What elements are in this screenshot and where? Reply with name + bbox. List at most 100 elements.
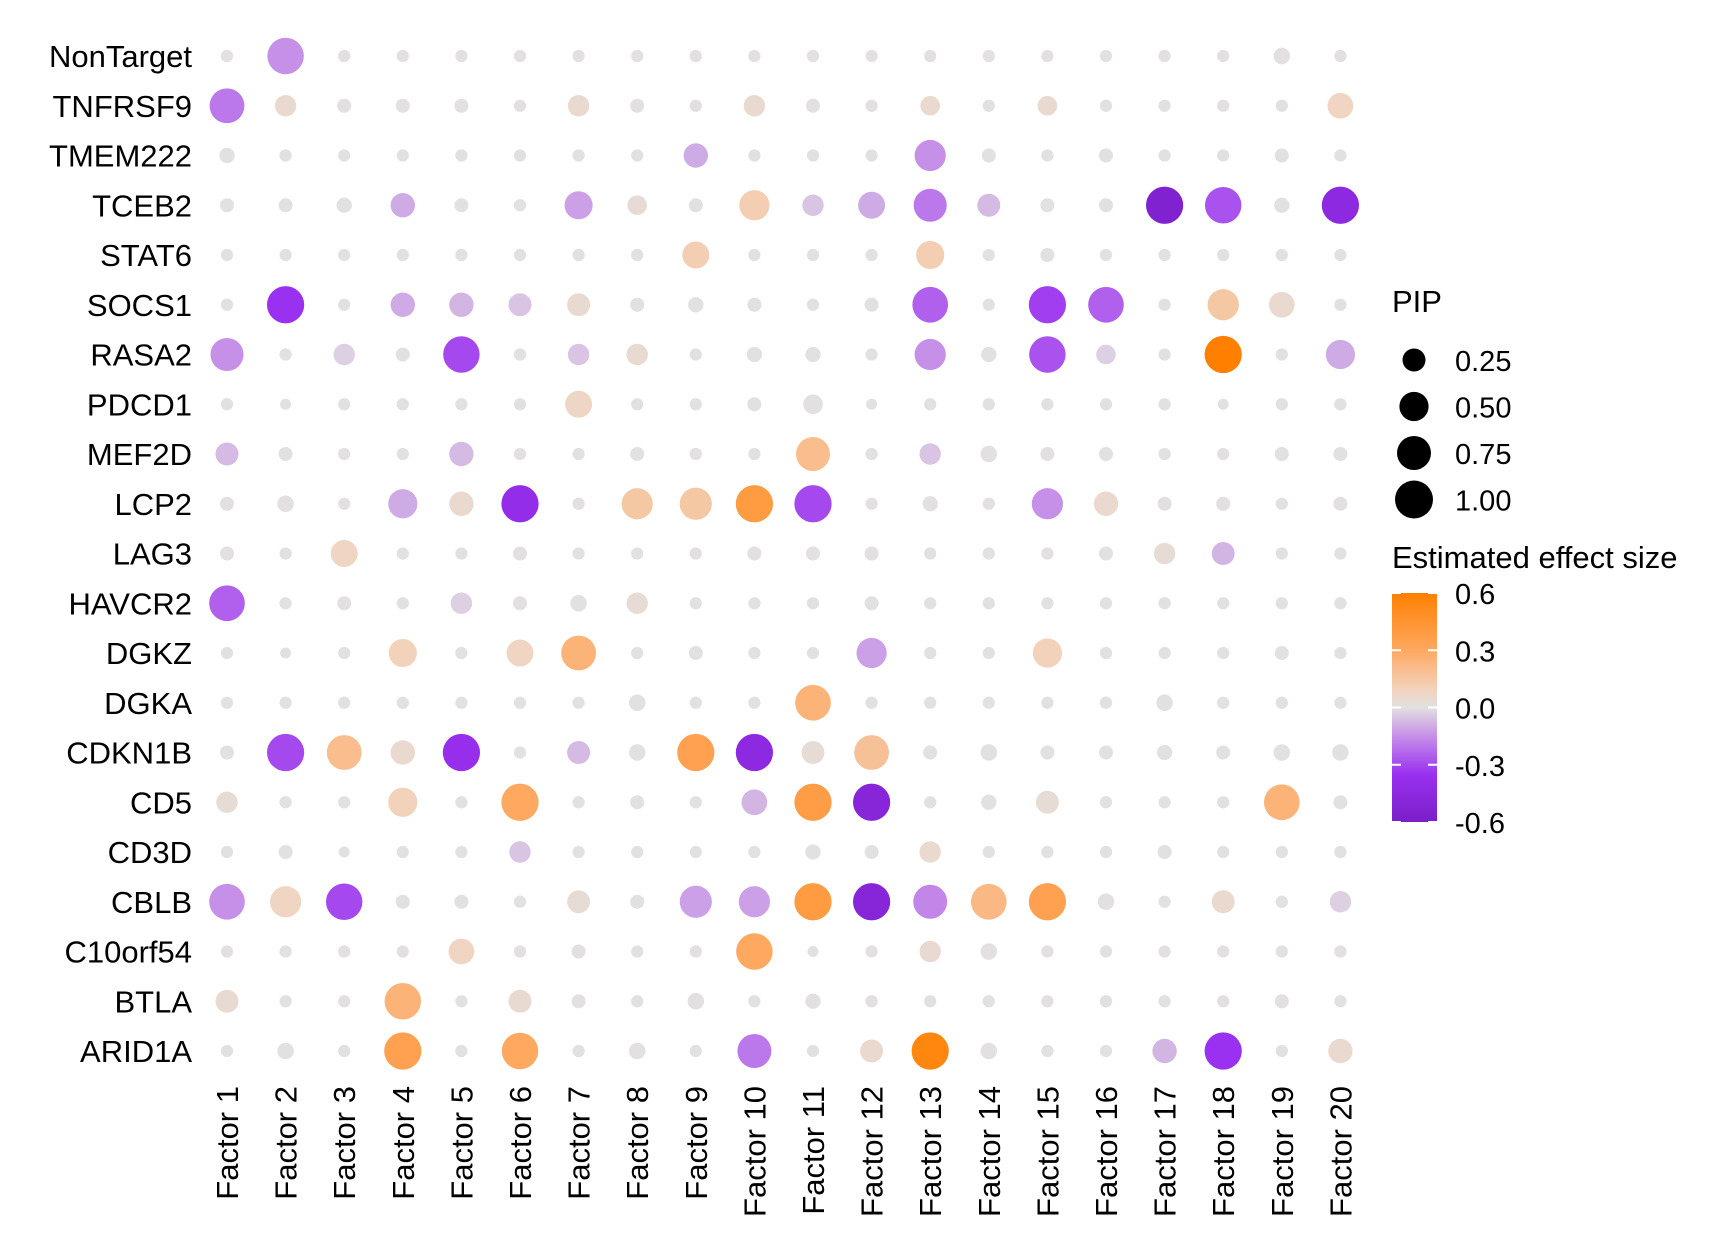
dot-cd5-factor-3 [338, 796, 351, 809]
dot-tnfrsf9-factor-4 [395, 98, 410, 113]
dot-tceb2-factor-9 [688, 198, 703, 213]
dot-cdkn1b-factor-10 [735, 733, 774, 772]
dot-arid1a-factor-13 [911, 1032, 949, 1070]
dot-c10orf54-factor-11 [807, 946, 819, 957]
x-tick-label: Factor 7 [562, 1086, 597, 1200]
dot-cblb-factor-12 [852, 883, 891, 921]
y-tick-label: CDKN1B [66, 736, 192, 771]
dot-cd3d-factor-12 [864, 845, 879, 859]
y-tick-label: STAT6 [100, 238, 192, 273]
dot-dgka-factor-4 [396, 696, 409, 709]
dot-lag3-factor-6 [513, 546, 527, 561]
dot-rasa2-factor-11 [805, 346, 821, 363]
dot-rasa2-factor-1 [210, 337, 244, 372]
dot-stat6-factor-6 [513, 248, 527, 262]
dot-tnfrsf9-factor-15 [1037, 95, 1058, 116]
dot-dgka-factor-18 [1217, 696, 1230, 709]
dot-arid1a-factor-16 [1099, 1044, 1113, 1058]
pip-legend-key [1402, 348, 1426, 372]
dot-havcr2-factor-1 [209, 585, 245, 622]
dot-havcr2-factor-2 [279, 597, 292, 610]
dot-rasa2-factor-14 [981, 346, 997, 363]
dot-pdcd1-factor-2 [280, 398, 292, 410]
dot-c10orf54-factor-1 [220, 945, 234, 958]
dot-cblb-factor-1 [209, 883, 245, 920]
x-tick-label: Factor 10 [737, 1086, 772, 1217]
x-tick-label: Factor 4 [386, 1086, 421, 1200]
dot-dgka-factor-16 [1099, 696, 1113, 709]
dot-arid1a-factor-14 [980, 1042, 998, 1060]
dot-lag3-factor-19 [1275, 547, 1288, 560]
dot-dgkz-factor-7 [561, 635, 597, 671]
dot-stat6-factor-3 [338, 248, 351, 262]
dot-cblb-factor-15 [1028, 883, 1067, 921]
dot-cd5-factor-18 [1217, 796, 1230, 809]
dot-rasa2-factor-7 [567, 343, 590, 366]
dot-lcp2-factor-6 [501, 485, 539, 523]
dot-havcr2-factor-15 [1041, 597, 1054, 610]
x-tick-label: Factor 17 [1148, 1086, 1183, 1217]
dot-lag3-factor-13 [924, 547, 937, 560]
dot-pdcd1-factor-14 [982, 398, 995, 411]
dot-dgkz-factor-6 [506, 639, 534, 667]
dot-cblb-factor-17 [1158, 895, 1171, 908]
dot-pdcd1-factor-11 [803, 394, 823, 415]
dot-cd3d-factor-13 [919, 841, 941, 863]
dot-cd3d-factor-19 [1275, 845, 1288, 859]
dot-stat6-factor-10 [748, 248, 761, 262]
dot-nontarget-factor-6 [513, 49, 527, 63]
dot-nontarget-factor-9 [689, 49, 702, 63]
x-tick-label: Factor 9 [679, 1086, 714, 1200]
dot-lcp2-factor-5 [449, 491, 474, 516]
dot-arid1a-factor-19 [1275, 1044, 1288, 1058]
y-tick-label: DGKZ [106, 636, 192, 671]
dot-c10orf54-factor-18 [1217, 945, 1230, 958]
dot-nontarget-factor-20 [1334, 49, 1347, 63]
x-tick-label: Factor 5 [444, 1086, 479, 1200]
effect-size-legend: Estimated effect size 0.6 0.3 0.0 -0.3 -0.6 [1392, 540, 1677, 840]
dot-pdcd1-factor-5 [455, 398, 468, 411]
dot-tmem222-factor-4 [396, 149, 409, 162]
dot-cd5-factor-1 [216, 791, 238, 813]
dot-cd3d-factor-1 [220, 845, 234, 859]
dot-cblb-factor-3 [325, 883, 363, 920]
dot-btla-factor-13 [924, 995, 937, 1008]
dot-lcp2-factor-17 [1157, 496, 1172, 511]
dot-dgkz-factor-18 [1217, 646, 1230, 660]
dot-mef2d-factor-19 [1274, 447, 1289, 461]
dot-lcp2-factor-18 [1216, 496, 1231, 511]
dot-arid1a-factor-17 [1152, 1038, 1177, 1064]
dot-lcp2-factor-8 [621, 488, 653, 520]
dot-havcr2-factor-6 [513, 596, 527, 611]
dot-rasa2-factor-6 [513, 348, 527, 361]
dot-tmem222-factor-2 [279, 149, 292, 162]
dot-mef2d-factor-5 [449, 441, 474, 467]
dot-stat6-factor-11 [806, 248, 820, 262]
dot-pdcd1-factor-17 [1158, 398, 1171, 411]
dot-lcp2-factor-3 [338, 497, 351, 510]
dot-btla-factor-10 [748, 995, 761, 1008]
dot-cblb-factor-4 [395, 894, 410, 909]
dot-cdkn1b-factor-12 [854, 735, 890, 770]
dot-rasa2-factor-5 [443, 336, 480, 373]
dot-cblb-factor-20 [1329, 891, 1352, 913]
dot-nontarget-factor-14 [982, 49, 995, 63]
dot-stat6-factor-7 [572, 248, 585, 262]
dot-tmem222-factor-14 [981, 148, 996, 163]
dot-pdcd1-factor-3 [338, 398, 351, 411]
dot-cdkn1b-factor-18 [1216, 745, 1231, 760]
dot-arid1a-factor-5 [455, 1044, 468, 1058]
dot-mef2d-factor-7 [572, 447, 585, 461]
dot-dgka-factor-15 [1041, 696, 1054, 709]
dot-dgkz-factor-5 [455, 646, 468, 660]
dot-cblb-factor-8 [630, 894, 645, 909]
dot-lag3-factor-8 [631, 547, 644, 560]
dot-rasa2-factor-13 [914, 338, 946, 371]
dot-lcp2-factor-10 [735, 485, 774, 523]
dot-arid1a-factor-12 [860, 1039, 884, 1063]
dot-cd5-factor-8 [630, 795, 645, 810]
dot-socs1-factor-15 [1028, 286, 1067, 324]
dot-tmem222-factor-18 [1217, 149, 1230, 162]
dot-dgkz-factor-12 [856, 637, 887, 669]
dot-btla-factor-16 [1099, 995, 1113, 1008]
